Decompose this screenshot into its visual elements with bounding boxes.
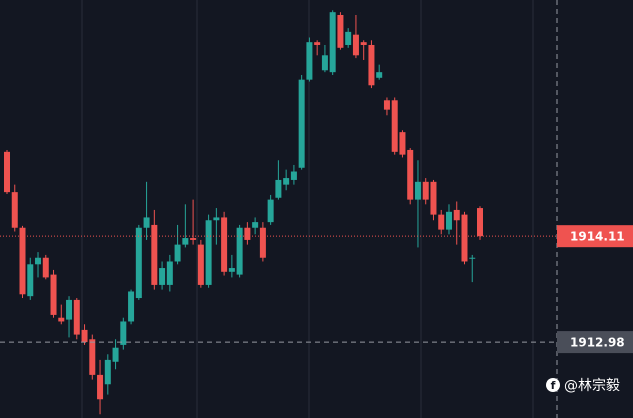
candle-body	[422, 181, 429, 200]
candle-body	[259, 227, 266, 258]
candle-body	[190, 238, 197, 240]
candle-body	[445, 211, 452, 230]
candle-body	[128, 291, 135, 322]
candle-body	[244, 227, 251, 240]
candle-body	[50, 274, 57, 315]
candle-body	[298, 79, 305, 168]
candle-body	[81, 329, 88, 343]
candle-body	[143, 217, 150, 228]
candle-body	[414, 181, 421, 200]
candle-body	[4, 151, 10, 193]
candle-body	[306, 42, 313, 80]
candle-body	[290, 171, 297, 180]
candle-body	[89, 339, 96, 375]
candle-body	[438, 214, 445, 230]
candle-body	[66, 299, 73, 320]
candle-body	[314, 42, 321, 45]
candle-body	[469, 257, 476, 259]
candle-body	[213, 217, 220, 221]
marked-price-box	[557, 331, 633, 354]
watermark: f @林宗毅	[546, 377, 620, 394]
candle-body	[267, 199, 274, 223]
candle-body	[174, 244, 181, 262]
candle-body	[197, 244, 204, 285]
marked-price-label: 1912.98	[570, 336, 625, 350]
candle-body	[252, 222, 259, 228]
candle-body	[205, 220, 212, 285]
candle-body	[352, 34, 359, 56]
candle-body	[182, 238, 189, 245]
candle-body	[228, 268, 235, 272]
candle-body	[120, 321, 127, 345]
candle-body	[112, 347, 119, 362]
candle-body	[11, 192, 18, 228]
candle-body	[73, 299, 80, 335]
facebook-glyph: f	[551, 379, 556, 392]
candle-body	[321, 55, 328, 71]
candle-body	[337, 14, 344, 48]
candle-body	[97, 374, 104, 400]
watermark-text: @林宗毅	[564, 377, 620, 394]
candle-body	[461, 214, 468, 262]
candle-body	[35, 257, 42, 265]
candle-body	[151, 224, 158, 285]
candle-body	[391, 100, 398, 152]
candle-body	[430, 181, 437, 215]
candle-body	[383, 100, 390, 110]
candle-body	[368, 44, 375, 86]
candles	[4, 10, 483, 415]
candle-body	[407, 149, 414, 200]
candle-body	[221, 217, 228, 272]
last-price-label: 1914.11	[570, 230, 625, 244]
overlay: 1914.11 1912.98	[0, 225, 633, 354]
last-price-box	[557, 225, 633, 248]
candle-body	[453, 209, 460, 221]
candle-body	[275, 179, 282, 198]
candle-body	[399, 132, 406, 155]
candle-body	[135, 227, 142, 299]
candle-body	[159, 268, 166, 285]
candle-body	[166, 261, 173, 285]
candle-body	[345, 31, 352, 45]
candle-body	[236, 227, 243, 275]
candle-body	[360, 42, 367, 45]
candle-body	[283, 178, 290, 185]
candle-body	[42, 257, 49, 278]
candle-body	[376, 72, 383, 78]
candle-body	[58, 317, 65, 322]
facebook-icon	[546, 378, 560, 392]
candle-body	[329, 12, 336, 73]
candle-body	[104, 359, 111, 385]
candle-body	[27, 264, 34, 297]
candle-body	[19, 227, 26, 295]
candle-body	[477, 208, 483, 237]
